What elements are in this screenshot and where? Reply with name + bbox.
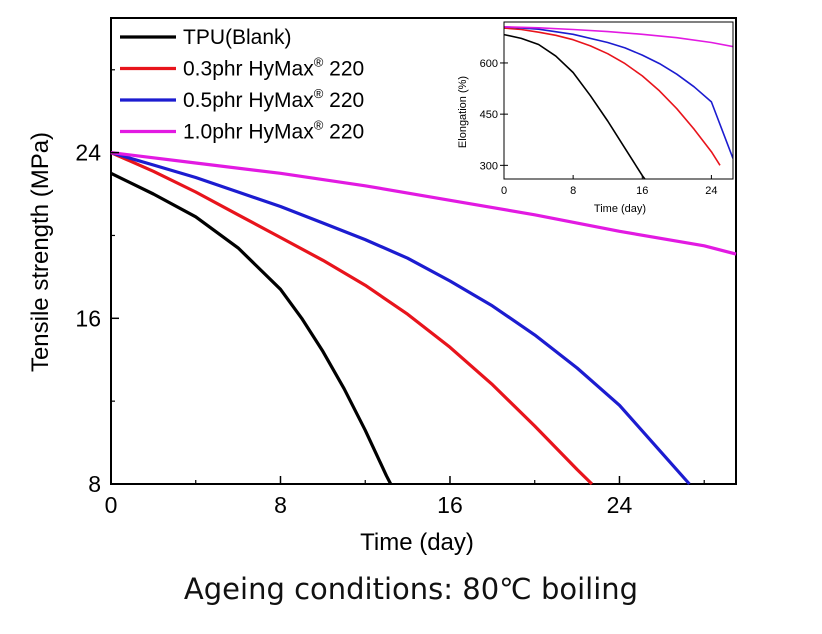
inset-x-tick-label: 16 xyxy=(636,185,648,197)
y-axis-title: Tensile strength (MPa) xyxy=(27,132,54,372)
x-tick-label: 16 xyxy=(437,492,463,518)
series-line-2 xyxy=(110,151,691,486)
y-tick-label: 24 xyxy=(75,140,101,166)
series-line-3 xyxy=(110,151,737,256)
inset-series-group xyxy=(504,26,733,179)
legend-label-0: TPU(Blank) xyxy=(183,26,292,49)
inset-x-tick-label: 8 xyxy=(570,185,576,197)
main-series-group xyxy=(110,151,737,486)
inset-clip-group xyxy=(504,26,733,179)
inset-background xyxy=(504,22,733,179)
y-tick-label: 16 xyxy=(75,305,101,331)
legend-label-2: 0.5phr HyMax® 220 xyxy=(183,86,364,112)
inset-y-axis-title: Elongation (%) xyxy=(457,76,469,148)
inset-series-line-2 xyxy=(504,26,733,159)
main-plot-frame xyxy=(110,17,737,485)
inset-y-tick-label: 300 xyxy=(480,160,498,172)
inset-x-tick-label: 24 xyxy=(705,185,717,197)
y-tick-label: 8 xyxy=(88,471,101,497)
x-tick-label: 0 xyxy=(105,492,118,518)
legend: TPU(Blank) 0.3phr HyMax® 220 0.5phr HyMax®… xyxy=(120,26,364,144)
inset-plot-frame xyxy=(503,21,734,180)
x-tick-label: 8 xyxy=(274,492,287,518)
inset-x-axis-title: Time (day) xyxy=(594,203,646,215)
inset-y-tick-label: 450 xyxy=(480,109,498,121)
inset-series-line-3 xyxy=(504,26,733,48)
series-line-0 xyxy=(110,171,393,485)
x-tick-label: 24 xyxy=(607,492,633,518)
legend-label-1: 0.3phr HyMax® 220 xyxy=(183,55,364,81)
inset-x-tick-label: 0 xyxy=(501,185,507,197)
x-axis-title: Time (day) xyxy=(360,529,474,556)
inset-axes-group: 0 8 16 24 300 450 600 xyxy=(480,58,718,197)
inset-series-line-0 xyxy=(504,33,646,179)
inset-y-tick-label: 600 xyxy=(480,58,498,70)
inset-series-line-1 xyxy=(504,27,721,166)
figure-caption: Ageing conditions: 80℃ boiling xyxy=(183,572,639,606)
legend-label-3: 1.0phr HyMax® 220 xyxy=(183,118,364,144)
series-line-1 xyxy=(110,151,594,486)
